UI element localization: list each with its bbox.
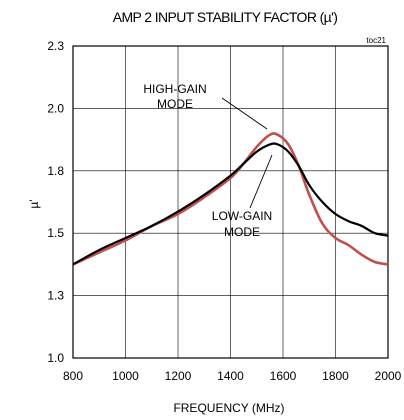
annotation-high-gain-leader bbox=[221, 97, 268, 130]
figure-id-label: toc21 bbox=[366, 36, 386, 45]
annotation-high-gain: HIGH-GAIN MODE bbox=[143, 82, 268, 130]
annotation-low-gain-leader bbox=[249, 154, 273, 209]
y-tick-label: 1.5 bbox=[47, 226, 64, 240]
y-tick-label: 1.0 bbox=[47, 351, 64, 365]
grid bbox=[73, 46, 388, 358]
chart-title: AMP 2 INPUT STABILITY FACTOR (µ') bbox=[113, 9, 338, 25]
x-tick-label: 1800 bbox=[322, 369, 349, 383]
x-tick-label: 1200 bbox=[165, 369, 192, 383]
x-axis-label: FREQUENCY (MHz) bbox=[173, 401, 284, 415]
annotation-low-gain-line2: MODE bbox=[224, 225, 260, 239]
annotation-low-gain: LOW-GAIN MODE bbox=[212, 154, 273, 239]
annotation-low-gain-line1: LOW-GAIN bbox=[212, 209, 272, 223]
x-tick-label: 1600 bbox=[270, 369, 297, 383]
x-tick-label: 800 bbox=[63, 369, 83, 383]
series-line-low-gain bbox=[72, 142, 389, 266]
y-tick-label: 2.3 bbox=[47, 39, 64, 53]
tick-labels: 800 1000 1200 1400 1600 1800 2000 1.0 1.3 1.5 1.8 2… bbox=[47, 39, 401, 383]
x-tick-label: 1400 bbox=[217, 369, 244, 383]
y-axis-label: µ' bbox=[27, 199, 41, 208]
y-tick-label: 2.0 bbox=[47, 101, 64, 115]
x-tick-label: 2000 bbox=[375, 369, 402, 383]
series-group bbox=[72, 132, 389, 266]
annotation-high-gain-line1: HIGH-GAIN bbox=[143, 82, 206, 96]
x-tick-label: 1000 bbox=[112, 369, 139, 383]
y-tick-label: 1.3 bbox=[47, 289, 64, 303]
y-tick-label: 1.8 bbox=[47, 164, 64, 178]
annotation-high-gain-line2: MODE bbox=[157, 97, 193, 111]
